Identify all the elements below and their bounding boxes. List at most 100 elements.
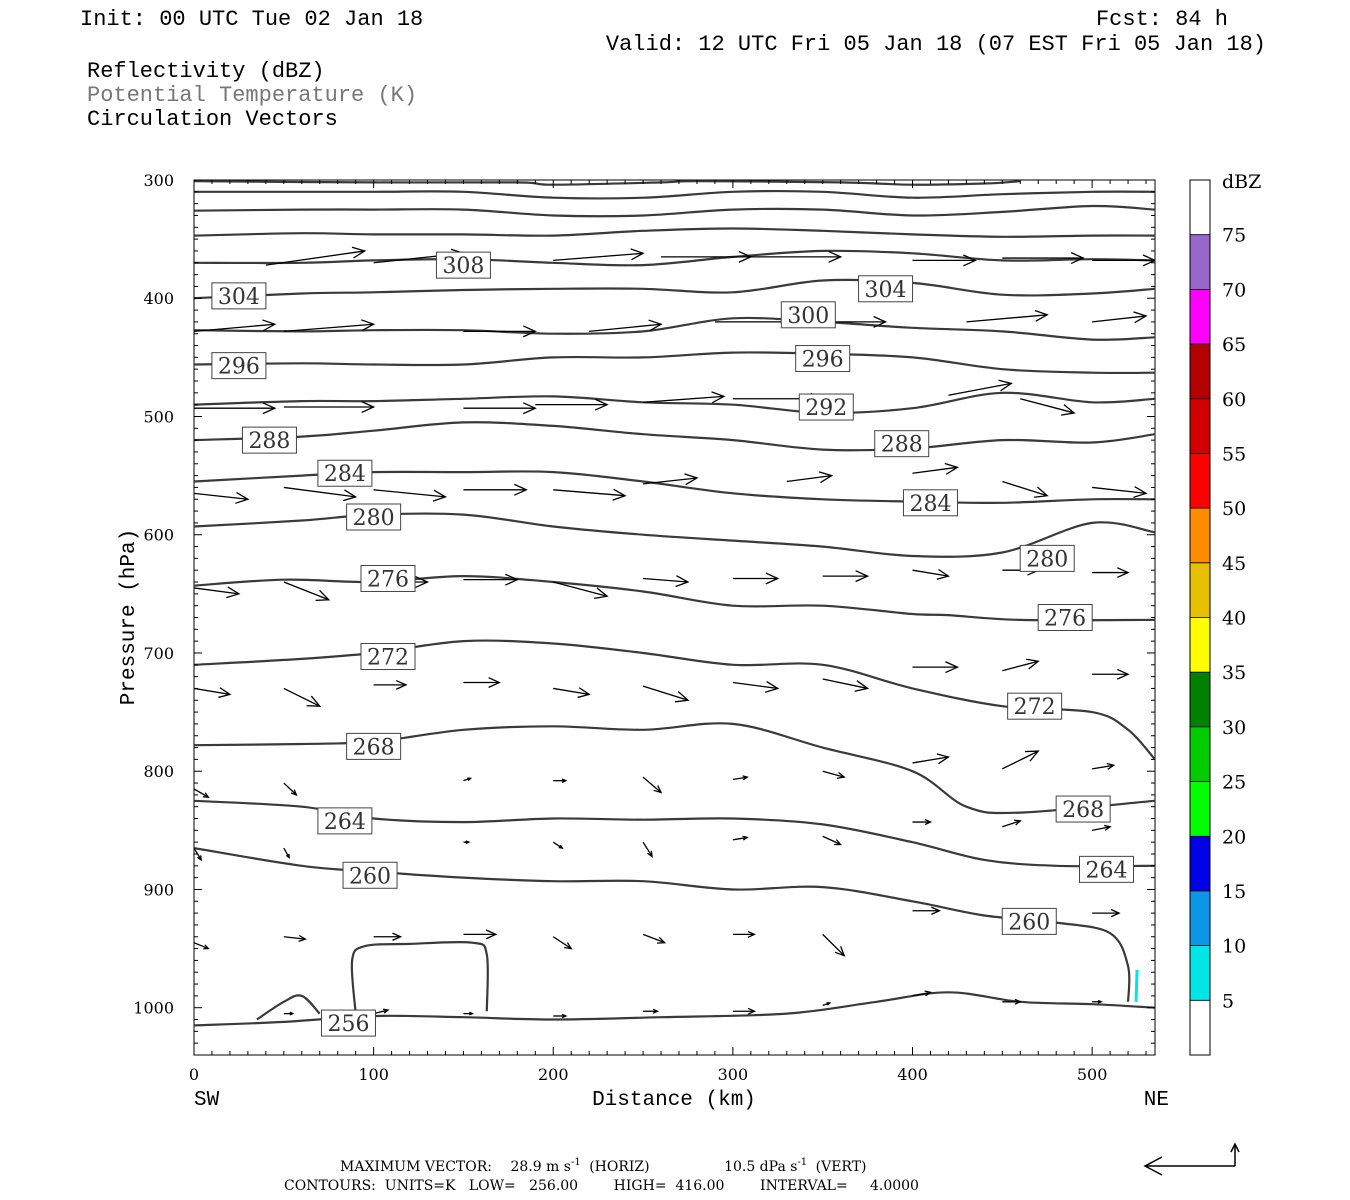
x-tick-label: 100 (358, 1065, 389, 1084)
isentrope-304 (194, 278, 1155, 300)
circulation-vector (822, 678, 870, 692)
circulation-vector (463, 483, 528, 496)
isentrope-312 (194, 227, 1155, 238)
circulation-vector (553, 1013, 568, 1019)
contour-label: 256 (320, 1009, 376, 1037)
x-tick-label: 0 (189, 1065, 199, 1084)
contour-label: 268 (346, 732, 402, 760)
contour-label: 300 (780, 301, 836, 329)
circulation-vector (732, 835, 749, 841)
circulation-vector (912, 753, 950, 765)
circulation-vector (750, 250, 843, 263)
circulation-vector (283, 687, 322, 707)
circulation-vector (642, 473, 699, 486)
maximum-vector: MAXIMUM VECTOR: 28.9 m s-1 (HORIZ) 10.5 … (340, 1153, 867, 1175)
colorbar-swatch (1190, 508, 1210, 563)
svg-text:288: 288 (248, 429, 290, 454)
circulation-vector (732, 572, 780, 585)
circulation-vector (1002, 252, 1085, 265)
colorbar-level: 60 (1222, 389, 1246, 411)
circulation-vector (463, 402, 537, 415)
circulation-vector (643, 575, 690, 588)
svg-text:268: 268 (353, 735, 395, 760)
circulation-vector (1002, 658, 1040, 672)
isentrope-cell-small (256, 994, 321, 1021)
circulation-vector (912, 661, 959, 674)
circulation-vector (283, 782, 298, 796)
colorbar-swatch (1190, 453, 1210, 509)
contour-label: 264 (1079, 855, 1135, 883)
circulation-vector (283, 581, 331, 602)
contour-label: 280 (346, 503, 402, 531)
colorbar-level: 40 (1222, 608, 1246, 630)
circulation-vector (589, 319, 663, 332)
circulation-vector (463, 1011, 475, 1016)
colorbar-swatch (1190, 617, 1210, 673)
svg-text:272: 272 (367, 646, 409, 671)
contour-label: 296 (795, 345, 851, 373)
circulation-vector (194, 402, 277, 415)
circulation-vector (194, 942, 210, 950)
colorbar-level: 5 (1222, 990, 1234, 1012)
circulation-vector (463, 677, 501, 688)
colorbar-level: 55 (1222, 443, 1246, 465)
circulation-vector (1092, 824, 1112, 831)
contour-label: 280 (1019, 544, 1075, 572)
isentrope-308 (194, 249, 1155, 267)
circulation-vector (948, 379, 1013, 396)
circulation-vector (194, 788, 210, 799)
y-tick-label: 700 (143, 644, 174, 663)
circulation-vector (373, 932, 403, 941)
contour-label: 288 (241, 426, 297, 454)
circulation-vector (1092, 311, 1148, 324)
circulation-vector (283, 847, 290, 859)
contour-label: 292 (798, 393, 854, 421)
svg-text:260: 260 (349, 864, 391, 889)
circulation-vector (1002, 480, 1049, 498)
circulation-vector (283, 1011, 295, 1016)
circulation-vector (643, 391, 726, 404)
colorbar-level: 75 (1222, 225, 1246, 247)
circulation-vector (1002, 750, 1040, 770)
y-tick-label: 500 (143, 407, 174, 426)
contour-label: 304 (211, 282, 267, 310)
svg-text:276: 276 (1044, 607, 1086, 632)
svg-text:268: 268 (1062, 798, 1104, 823)
circulation-vector (642, 933, 667, 944)
circulation-vector (463, 777, 473, 782)
colorbar-swatch (1190, 726, 1210, 782)
y-tick-label: 800 (143, 762, 174, 781)
circulation-vector (553, 687, 591, 699)
colorbar-swatch (1190, 781, 1210, 837)
circulation-vector (373, 679, 408, 690)
circulation-vector (1092, 908, 1121, 918)
y-tick-label: 300 (143, 171, 174, 190)
colorbar-swatch (1190, 234, 1210, 290)
colorbar-unit: dBZ (1222, 171, 1261, 193)
colorbar-swatch (1190, 836, 1210, 891)
colorbar-swatch (1190, 672, 1210, 727)
y-tick-label: 1000 (133, 999, 174, 1018)
contour-label: 260 (1001, 907, 1057, 935)
circulation-vector (912, 462, 959, 475)
svg-text:272: 272 (1014, 695, 1056, 720)
svg-text:260: 260 (1008, 910, 1050, 935)
circulation-vector (283, 319, 376, 332)
svg-text:264: 264 (1086, 858, 1128, 883)
svg-text:300: 300 (787, 304, 829, 329)
colorbar-swatch (1190, 289, 1210, 345)
colorbar-swatch (1190, 344, 1210, 399)
circulation-vector (912, 990, 933, 997)
y-tick-label: 600 (143, 526, 174, 545)
colorbar-swatch (1190, 180, 1210, 235)
isentrope-cell (350, 940, 489, 1014)
contour-label: 284 (317, 459, 373, 487)
circulation-vector (912, 568, 950, 580)
circulation-vector (463, 840, 471, 845)
circulation-vector (912, 906, 942, 915)
circulation-vector (463, 929, 498, 940)
circulation-vector (1092, 567, 1130, 579)
circulation-vector (732, 930, 757, 938)
contour-info: CONTOURS: UNITS=K LOW= 256.00 HIGH= 416.… (284, 1178, 919, 1194)
contour-label: 296 (211, 352, 267, 380)
